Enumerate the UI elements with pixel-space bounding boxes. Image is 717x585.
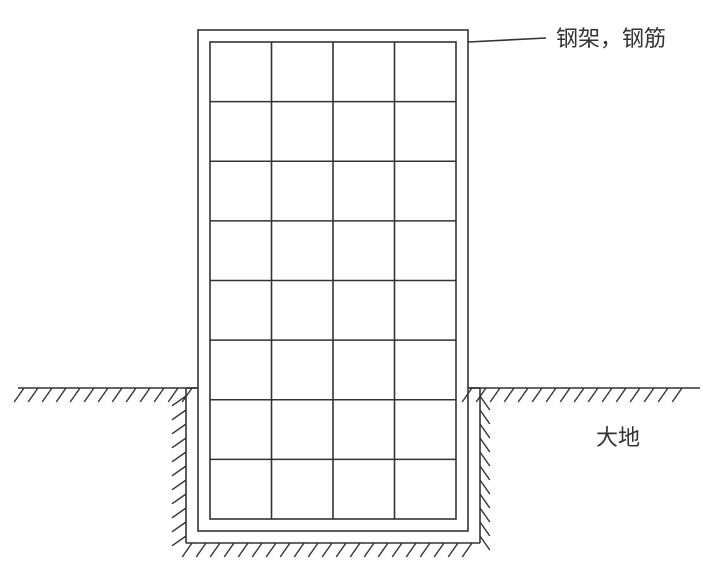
steel-frame-structure [198, 30, 468, 531]
ground-label: 大地 [596, 425, 640, 450]
leader-line [468, 38, 546, 42]
frame-label: 钢架，钢筋 [556, 26, 666, 51]
diagram-canvas: 钢架，钢筋 大地 [0, 0, 717, 585]
